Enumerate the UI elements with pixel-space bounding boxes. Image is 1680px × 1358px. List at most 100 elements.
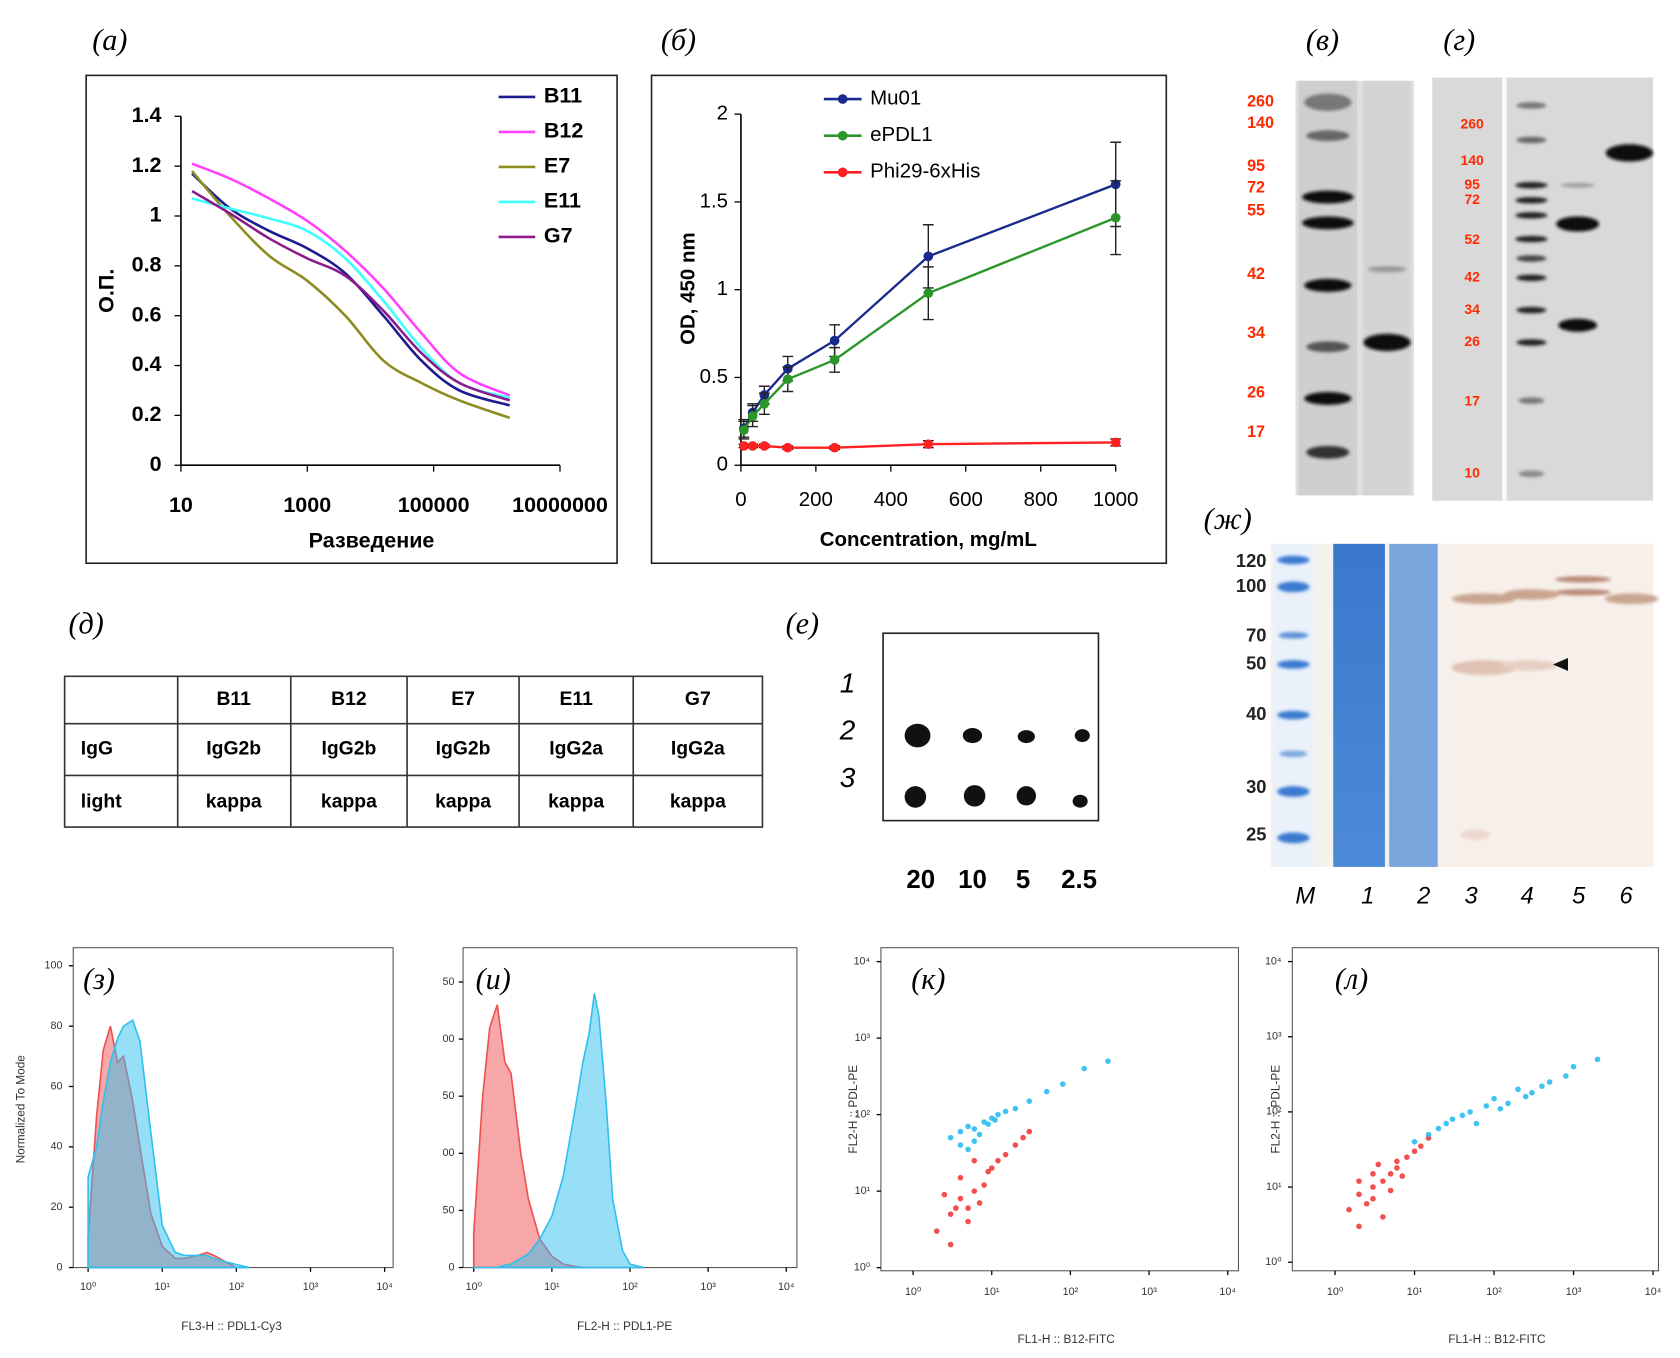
scatter-point <box>1026 1098 1033 1104</box>
table-cell: kappa <box>206 790 262 812</box>
x-tick-label: 10¹ <box>1407 1286 1423 1298</box>
scatter-point <box>1399 1173 1406 1179</box>
row-label: 2 <box>839 715 856 746</box>
marker-label: 55 <box>1247 201 1265 219</box>
marker-label: 25 <box>1246 824 1266 845</box>
legend-marker <box>837 94 848 104</box>
table-cell: kappa <box>321 790 377 812</box>
scatter-point <box>1356 1223 1362 1230</box>
x-tick-label: 10000000 <box>512 493 608 517</box>
scatter-point <box>1375 1161 1382 1168</box>
table-cell: IgG2a <box>671 738 725 760</box>
histogram-area <box>87 1018 250 1269</box>
y-tick-label: 60 <box>50 1080 62 1092</box>
scatter-point <box>1491 1095 1497 1102</box>
legend-label: B12 <box>544 119 584 143</box>
x-tick-label: 10⁰ <box>80 1281 97 1293</box>
y-tick-label: 0 <box>56 1261 62 1273</box>
panel-label: (к) <box>911 962 945 996</box>
lane-label: M <box>1295 883 1315 909</box>
data-point <box>739 425 749 435</box>
y-axis-label: FL2-H :: PDL-PE <box>1268 1065 1282 1154</box>
lane-label: 1 <box>1361 883 1374 909</box>
scatter-point <box>1380 1178 1386 1184</box>
marker-label: 17 <box>1247 423 1265 441</box>
scatter-point <box>1043 1088 1050 1095</box>
scatter-point <box>957 1195 964 1202</box>
data-point <box>747 411 758 421</box>
y-tick-label: 10⁴ <box>1265 955 1282 967</box>
table-cell: kappa <box>548 790 604 812</box>
legend-label: Phi29-6xHis <box>870 160 980 183</box>
x-tick-label: 10⁰ <box>466 1281 483 1293</box>
column-label: 5 <box>1016 866 1030 894</box>
arrowhead <box>1552 658 1568 671</box>
scatter-point <box>971 1126 978 1132</box>
data-point <box>1110 212 1121 223</box>
scatter-point <box>1411 1148 1418 1155</box>
lane-label: 6 <box>1620 883 1634 909</box>
x-tick-label: 200 <box>799 488 833 511</box>
panel-label: (в) <box>1306 23 1339 57</box>
lane-label: 3 <box>1464 883 1477 909</box>
x-tick-label: 10² <box>1486 1286 1502 1298</box>
y-tick-label: 10⁰ <box>854 1261 871 1273</box>
scatter-point <box>1449 1116 1456 1122</box>
lane-label: 5 <box>1572 883 1586 909</box>
scatter-point <box>1435 1125 1442 1132</box>
row-label: 3 <box>840 762 856 793</box>
marker-label: 26 <box>1464 333 1480 349</box>
scatter-point <box>1546 1079 1553 1085</box>
data-point <box>759 398 770 409</box>
y-axis-label: OD, 450 nm <box>677 232 700 345</box>
scatter-point <box>988 1165 995 1171</box>
lane-label: 2 <box>1416 883 1430 909</box>
scatter-point <box>985 1121 991 1127</box>
scatter-point <box>933 1228 940 1234</box>
gel-bands <box>1277 555 1659 844</box>
scatter-point <box>965 1123 971 1130</box>
panel-label: (г) <box>1443 23 1475 57</box>
scatter-point <box>1081 1065 1088 1072</box>
scatter-point <box>1522 1093 1529 1100</box>
dot-blot <box>882 632 1100 822</box>
table-cell: IgG2a <box>549 738 603 760</box>
scatter-point <box>1404 1154 1410 1160</box>
y-tick-label: 2 <box>717 102 728 125</box>
charts: 10 1000 100000 1000000000.20.40.60.811.21.4… <box>14 23 1662 1346</box>
legend-marker <box>837 130 848 141</box>
panel-label: (а) <box>92 23 127 57</box>
scatter-point <box>1411 1139 1418 1145</box>
scatter-point <box>953 1205 959 1211</box>
marker-label: 34 <box>1464 301 1480 317</box>
panel-label: (з) <box>83 962 115 996</box>
scatter-point <box>1570 1063 1577 1070</box>
marker-label: 30 <box>1246 776 1266 797</box>
x-tick-label: 10¹ <box>544 1281 560 1293</box>
legend-label: E11 <box>544 189 581 213</box>
x-axis-label: FL3-H :: PDL1-Cy3 <box>181 1319 282 1333</box>
scatter-point <box>1515 1086 1521 1093</box>
x-tick-label: 10 <box>169 493 193 517</box>
scatter-point <box>1467 1109 1473 1115</box>
table-cell: light <box>81 790 122 812</box>
y-tick-label: 100 <box>45 960 63 972</box>
scatter-point <box>1483 1103 1490 1109</box>
scatter-point <box>1497 1105 1504 1112</box>
scatter-point <box>1394 1165 1400 1171</box>
lane-label: 4 <box>1520 883 1533 909</box>
y-tick-label: 10⁰ <box>1265 1256 1282 1268</box>
scatter-point <box>1370 1171 1376 1177</box>
scatter-point <box>971 1188 978 1194</box>
data-point <box>782 442 793 453</box>
gel-v <box>1295 80 1414 496</box>
data-point <box>829 442 840 453</box>
legend-label: E7 <box>544 154 570 178</box>
gel-divider <box>1502 77 1507 501</box>
table-header: G7 <box>685 688 711 710</box>
x-tick-label: 10² <box>1063 1286 1079 1298</box>
row-label: 1 <box>840 667 856 698</box>
y-tick-label: 1 <box>717 277 728 300</box>
y-tick-label: 10¹ <box>855 1185 871 1197</box>
